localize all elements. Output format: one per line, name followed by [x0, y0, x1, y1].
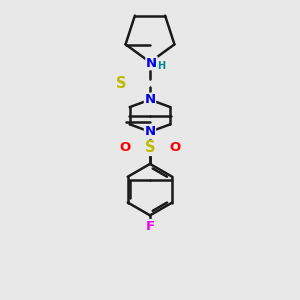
Text: N: N [144, 93, 156, 106]
Text: O: O [120, 141, 131, 154]
Text: O: O [169, 141, 180, 154]
Text: H: H [157, 61, 165, 71]
Text: S: S [116, 76, 126, 91]
Text: N: N [144, 125, 156, 138]
Text: F: F [146, 220, 154, 232]
Text: S: S [145, 140, 155, 155]
Text: N: N [146, 57, 157, 70]
